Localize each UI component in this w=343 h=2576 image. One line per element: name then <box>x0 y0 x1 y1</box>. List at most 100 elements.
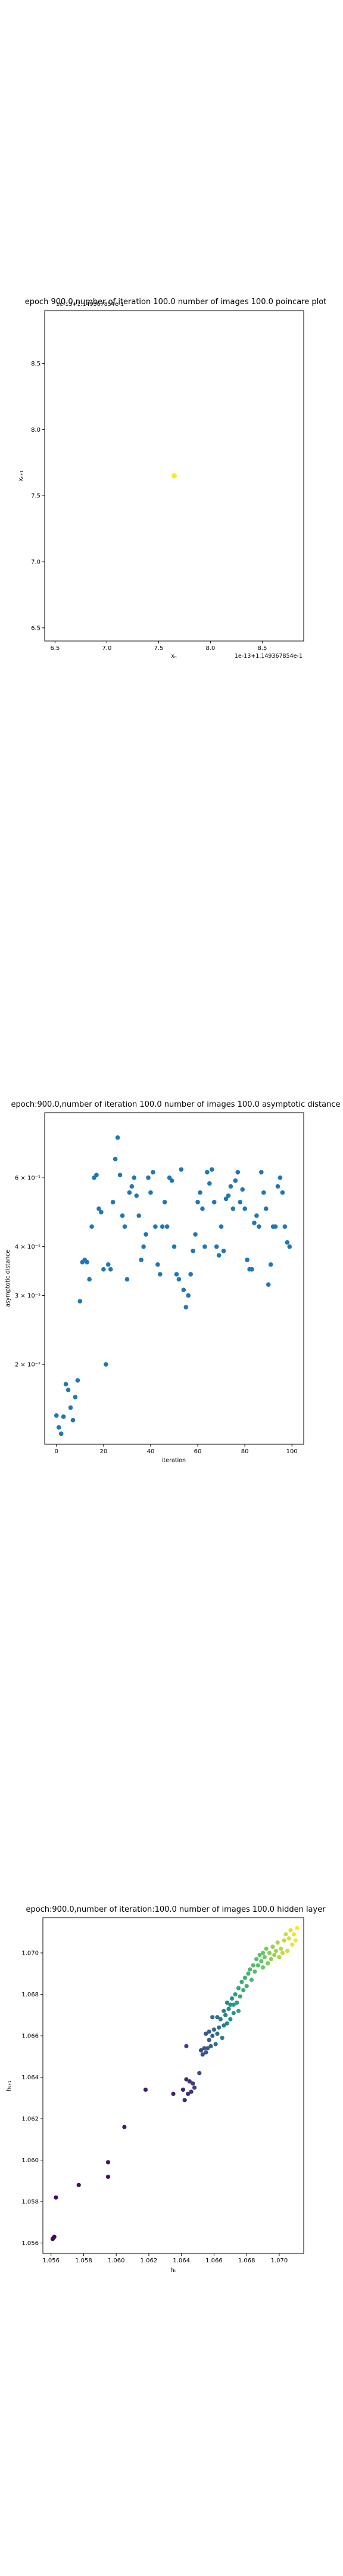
hidden-layer-point <box>277 1955 282 1959</box>
hidden-layer-point <box>279 1946 283 1951</box>
asymptotic-point <box>207 1181 212 1186</box>
asymptotic-point <box>287 1244 292 1249</box>
hidden-layer-point <box>249 1977 254 1982</box>
hidden-layer-point <box>215 2032 220 2036</box>
hidden-layer-point <box>105 2160 111 2165</box>
asymptotic-point <box>169 1178 174 1183</box>
hidden-layer-point <box>197 2071 202 2076</box>
poincare-plot-ylabel: xₙ₊₁ <box>18 470 24 481</box>
asymptotic-point <box>63 1382 68 1387</box>
hidden-layer-point <box>202 2046 207 2051</box>
asymptotic-point <box>179 1167 184 1172</box>
asymptotic-point <box>245 1258 250 1262</box>
asymptotic-point <box>193 1232 198 1237</box>
asymptotic-point <box>211 1200 217 1205</box>
asymptotic-point <box>240 1187 245 1192</box>
asymptotic-point <box>233 1178 238 1183</box>
hidden-layer-point <box>187 2079 192 2084</box>
hidden-layer-point <box>257 1952 262 1958</box>
hidden-layer-xtick-label: 1.064 <box>173 2258 190 2264</box>
hidden-layer-point <box>269 1956 273 1962</box>
asymptotic-point <box>235 1169 241 1175</box>
hidden-layer-point <box>248 1967 252 1972</box>
asymptotic-point <box>282 1224 288 1229</box>
asymptotic-point <box>132 1175 137 1180</box>
hidden-layer-title: epoch:900.0,number of iteration:100.0 nu… <box>26 1905 326 1914</box>
hidden-layer-xlabel: hₜ <box>171 2267 176 2274</box>
hidden-layer-point <box>288 1928 293 1933</box>
hidden-layer-point <box>235 2000 239 2005</box>
hidden-layer-xtick-label: 1.070 <box>271 2258 288 2264</box>
hidden-layer-point <box>204 2050 208 2055</box>
asymptotic-point <box>238 1200 243 1205</box>
asymptotic-point <box>153 1224 158 1229</box>
asymptotic-point <box>191 1249 195 1253</box>
hidden-layer-point <box>180 2087 186 2092</box>
asymptotic-point <box>186 1293 191 1298</box>
poincare-ytick-label: 8.0 <box>31 427 40 434</box>
poincare-plot-area <box>44 310 304 642</box>
hidden-layer-point <box>254 1956 259 1962</box>
asymptotic-point <box>155 1262 160 1267</box>
asymptotic-point <box>89 1224 94 1229</box>
asymptotic-point <box>110 1200 116 1205</box>
hidden-layer-point <box>220 2035 224 2041</box>
hidden-layer-point <box>122 2125 127 2129</box>
hidden-layer-point <box>51 2236 56 2240</box>
hidden-layer-point <box>76 2182 81 2187</box>
hidden-layer-point <box>224 2000 229 2005</box>
hidden-layer-ytick-label: 1.056 <box>21 2240 39 2247</box>
poincare-plot-chart: epoch 900.0,number of iteration 100.0 nu… <box>18 298 326 660</box>
asymptotic-point <box>122 1224 127 1229</box>
hidden-layer-point <box>198 2048 204 2053</box>
asymptotic-point <box>148 1190 153 1195</box>
hidden-layer-point <box>182 2098 187 2103</box>
asymptotic-point <box>250 1267 254 1272</box>
asymptotic-point <box>176 1277 182 1282</box>
hidden-layer-point <box>291 1932 297 1937</box>
asymptotic-point <box>223 1196 229 1202</box>
hidden-layer-point <box>189 2089 194 2094</box>
asymptotic-point <box>228 1184 233 1189</box>
asymptotic-point <box>188 1272 193 1277</box>
asymptotic-point <box>68 1405 73 1410</box>
asymptotic-point <box>115 1135 120 1140</box>
poincare-point <box>172 473 177 479</box>
asymptotic-point <box>134 1193 139 1198</box>
hidden-layer-point <box>280 1950 285 1955</box>
asymptotic-point <box>61 1414 66 1419</box>
hidden-layer-point <box>204 2032 208 2036</box>
asymptotic-ytick-label: 6 × 10⁻¹ <box>15 1175 40 1182</box>
hidden-layer-point <box>270 1945 275 1949</box>
asymptotic-point <box>209 1167 214 1172</box>
hidden-layer-point <box>293 1938 298 1943</box>
asymptotic-point <box>70 1417 76 1423</box>
hidden-layer-point <box>215 2015 220 2020</box>
asymptotic-xtick-label: 80 <box>241 1448 249 1455</box>
asymptotic-point <box>254 1213 259 1218</box>
hidden-layer-point <box>267 1950 272 1955</box>
asymptotic-point <box>172 1244 177 1249</box>
hidden-layer-ytick-label: 1.060 <box>21 2157 39 2164</box>
asymptotic-point <box>181 1287 186 1293</box>
poincare-xtick-label: 8.5 <box>257 645 267 652</box>
hidden-layer-point <box>229 1996 235 2001</box>
hidden-layer-point <box>228 2002 233 2007</box>
hidden-layer-point <box>295 1925 300 1930</box>
poincare-xtick-label: 7.5 <box>154 645 163 652</box>
asymptotic-point <box>139 1258 144 1262</box>
asymptotic-point <box>120 1213 125 1218</box>
hidden-layer-point <box>264 1946 269 1951</box>
asymptotic-point <box>56 1425 61 1430</box>
poincare-plot-offset-label: 1e-13+1.149367854e-1 <box>235 653 303 660</box>
hidden-layer-point <box>218 2017 223 2021</box>
asymptotic-point <box>252 1221 257 1225</box>
asymptotic-point <box>285 1240 290 1245</box>
hidden-layer-point <box>54 2195 58 2200</box>
hidden-layer-point <box>239 1980 244 1984</box>
asymptotic-point <box>58 1431 64 1436</box>
hidden-layer-point <box>273 1949 279 1953</box>
asymptotic-point <box>73 1395 78 1400</box>
hidden-layer-point <box>222 2023 226 2028</box>
asymptotic-point <box>242 1206 247 1211</box>
